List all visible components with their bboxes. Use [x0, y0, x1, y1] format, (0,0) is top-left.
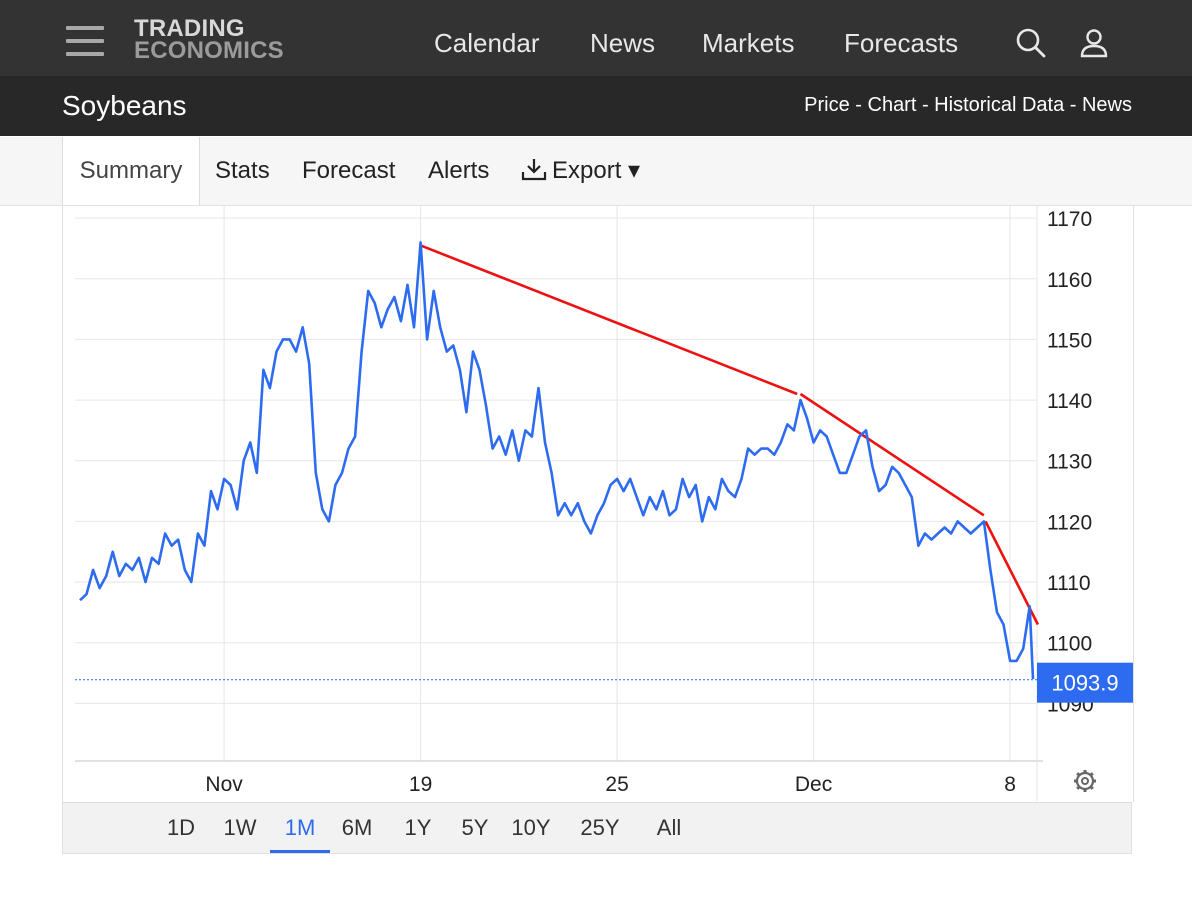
gear-tooth: [1076, 785, 1081, 790]
range-button-1y[interactable]: 1Y: [404, 815, 432, 840]
y-tick-label: 1120: [1047, 511, 1092, 534]
download-icon: [521, 159, 547, 181]
range-button-1m[interactable]: 1M: [270, 803, 330, 853]
range-button-6m[interactable]: 6M: [341, 815, 373, 840]
range-button-25y[interactable]: 25Y: [580, 815, 620, 840]
y-tick-label: 1110: [1047, 572, 1091, 595]
user-icon[interactable]: [1077, 26, 1111, 60]
range-button-all[interactable]: All: [656, 815, 682, 840]
tab-forecast[interactable]: Forecast: [302, 157, 396, 184]
price-chart[interactable]: 1090 1100 1110 1120 1130 1140 1150 1160 1170 Nov 1…: [62, 206, 1134, 802]
nav-forecasts[interactable]: Forecasts: [844, 28, 959, 58]
page-title: Soybeans: [62, 90, 187, 121]
tab-alerts[interactable]: Alerts: [428, 157, 490, 184]
gear-tooth: [1076, 772, 1081, 777]
section-links[interactable]: Price - Chart - Historical Data - News: [804, 94, 1132, 116]
x-tick-label: 8: [1004, 773, 1016, 796]
tab-bar: Summary Stats Forecast Alerts Export ▾: [0, 137, 1192, 206]
tab-export[interactable]: Export ▾: [520, 137, 640, 205]
y-tick-label: 1150: [1047, 329, 1092, 352]
trend-line: [420, 244, 798, 396]
y-tick-label: 1160: [1047, 269, 1092, 292]
nav-calendar[interactable]: Calendar: [434, 28, 540, 58]
gear-tooth: [1089, 772, 1094, 777]
trading-economics-logo[interactable]: TRADING ECONOMICS: [134, 15, 284, 64]
export-label: Export ▾: [552, 157, 641, 184]
range-button-5y[interactable]: 5Y: [461, 815, 489, 840]
logo-line-2: ECONOMICS: [134, 36, 284, 64]
nav-markets[interactable]: Markets: [702, 28, 795, 58]
logo-line-1: TRADING: [134, 15, 245, 42]
nav-news[interactable]: News: [590, 28, 656, 58]
range-button-10y[interactable]: 10Y: [511, 815, 551, 840]
last-price-label: 1093.9: [1051, 671, 1118, 696]
range-selector: 1D 1W 1M 6M 1Y 5Y 10Y 25Y All: [62, 802, 1132, 854]
title-bar: Soybeans Price - Chart - Historical Data…: [0, 76, 1192, 136]
x-tick-label: Dec: [795, 773, 832, 796]
trend-line: [799, 392, 985, 517]
menu-icon[interactable]: [66, 26, 104, 56]
x-tick-label: 19: [409, 773, 432, 796]
x-tick-label: Nov: [205, 773, 243, 796]
gear-tooth: [1089, 785, 1094, 790]
y-tick-label: 1140: [1047, 390, 1092, 413]
range-button-1d[interactable]: 1D: [166, 815, 196, 840]
y-tick-label: 1170: [1047, 208, 1092, 231]
tab-summary[interactable]: Summary: [62, 137, 200, 205]
top-nav-bar: TRADING ECONOMICS Calendar News Markets …: [0, 0, 1192, 76]
y-tick-label: 1130: [1047, 451, 1092, 474]
x-tick-label: 25: [605, 773, 628, 796]
settings-gear-icon[interactable]: [1074, 770, 1096, 792]
search-icon[interactable]: [1014, 26, 1048, 60]
y-tick-label: 1100: [1047, 633, 1092, 656]
tab-stats[interactable]: Stats: [215, 157, 270, 184]
last-price-tag: [1037, 662, 1133, 703]
range-button-1w[interactable]: 1W: [223, 815, 257, 840]
